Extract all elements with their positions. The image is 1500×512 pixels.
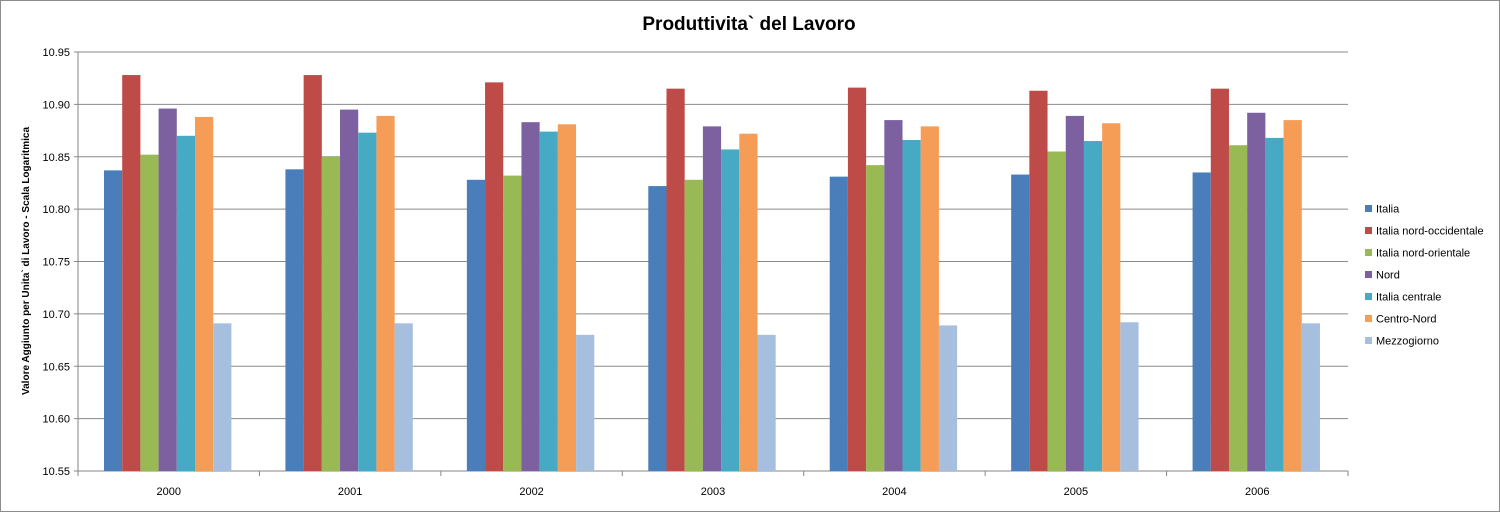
- bar-nord-2001: [340, 109, 359, 472]
- x-axis-labels: 2000 2001 2002 2003 2004 2005 2006: [156, 486, 1269, 498]
- bar-mezzogiorno-2005: [1120, 322, 1139, 471]
- bar-italia-2003: [648, 186, 667, 471]
- x-tick-label: 2004: [882, 486, 906, 498]
- legend-swatch: [1365, 315, 1372, 322]
- legend-label: Centro-Nord: [1376, 314, 1437, 326]
- bar-nord-2005: [1065, 115, 1084, 472]
- bar-centro-nord-2004: [920, 126, 939, 471]
- y-tick-label: 10.65: [42, 361, 70, 373]
- x-tick-label: 2002: [519, 486, 543, 498]
- bar-italia-nord-occidentale-2006: [1210, 88, 1229, 471]
- bar-italia-nord-occidentale-2002: [485, 82, 504, 471]
- bar-italia-nord-occidentale-2001: [303, 75, 322, 472]
- legend-item: Centro-Nord: [1365, 314, 1437, 326]
- legend-item: Nord: [1365, 270, 1400, 282]
- y-tick-label: 10.80: [42, 204, 70, 216]
- y-tick-label: 10.85: [42, 152, 70, 164]
- legend-item: Italia nord-occidentale: [1365, 226, 1484, 238]
- x-tick-label: 2001: [338, 486, 362, 498]
- bar-italia-nord-occidentale-2004: [847, 87, 867, 472]
- bar-italia-nord-orientale-2006: [1228, 145, 1248, 472]
- bar-centro-nord-2001: [376, 115, 395, 472]
- bar-italia-nord-occidentale-2003: [666, 88, 685, 471]
- x-tick-label: 2006: [1245, 486, 1269, 498]
- bar-italia-centrale-2002: [539, 131, 558, 472]
- legend-label: Italia centrale: [1376, 292, 1441, 304]
- bar-italia-2000: [104, 170, 123, 471]
- bar-italia-nord-orientale-2003: [684, 179, 703, 472]
- bar-mezzogiorno-2004: [938, 325, 958, 471]
- bar-italia-nord-orientale-2001: [321, 156, 341, 471]
- legend-swatch: [1365, 337, 1372, 344]
- chart-title: Produttivita` del Lavoro: [642, 14, 855, 35]
- bar-centro-nord-2005: [1102, 123, 1121, 471]
- legend-swatch: [1365, 271, 1372, 278]
- bar-italia-nord-occidentale-2005: [1029, 90, 1048, 471]
- bar-centro-nord-2003: [739, 133, 758, 471]
- bar-italia-centrale-2006: [1265, 137, 1284, 471]
- bar-nord-2006: [1247, 112, 1266, 471]
- bar-italia-centrale-2003: [721, 149, 740, 472]
- bar-centro-nord-2002: [557, 124, 577, 471]
- x-tick-label: 2005: [1064, 486, 1088, 498]
- y-tick-label: 10.70: [42, 309, 70, 321]
- y-tick-label: 10.60: [42, 414, 70, 426]
- bar-italia-2005: [1011, 174, 1030, 471]
- bar-italia-centrale-2004: [902, 139, 921, 472]
- bar-centro-nord-2006: [1283, 120, 1302, 472]
- legend: Italia Italia nord-occidentale Italia nord…: [1365, 204, 1484, 348]
- bars: [104, 75, 1320, 472]
- bar-italia-centrale-2000: [176, 135, 195, 472]
- bar-centro-nord-2000: [195, 116, 214, 471]
- y-tick-label: 10.55: [42, 466, 70, 478]
- bar-italia-nord-orientale-2002: [503, 175, 522, 472]
- x-tick-label: 2003: [701, 486, 725, 498]
- legend-swatch: [1365, 205, 1372, 212]
- bar-italia-centrale-2001: [358, 132, 377, 471]
- bar-italia-nord-orientale-2000: [140, 154, 159, 471]
- bar-nord-2000: [158, 108, 177, 471]
- bar-nord-2004: [884, 120, 903, 472]
- bar-mezzogiorno-2001: [394, 323, 413, 471]
- bar-nord-2002: [521, 122, 540, 472]
- bar-italia-2004: [829, 176, 848, 471]
- bar-italia-2006: [1192, 172, 1211, 471]
- bar-mezzogiorno-2006: [1301, 323, 1320, 471]
- bar-nord-2003: [702, 126, 722, 471]
- bar-italia-centrale-2005: [1083, 141, 1103, 471]
- bar-mezzogiorno-2002: [576, 334, 595, 471]
- y-tick-label: 10.90: [42, 99, 70, 111]
- legend-item: Italia nord-orientale: [1365, 248, 1470, 260]
- legend-label: Mezzogiorno: [1376, 336, 1439, 348]
- legend-label: Italia nord-orientale: [1376, 248, 1470, 260]
- x-tick-label: 2000: [156, 486, 180, 498]
- y-tick-label: 10.95: [42, 47, 70, 59]
- legend-item: Italia centrale: [1365, 292, 1441, 304]
- bar-italia-2001: [285, 169, 304, 471]
- bar-mezzogiorno-2003: [757, 334, 776, 471]
- legend-swatch: [1365, 227, 1372, 234]
- bar-italia-nord-orientale-2005: [1047, 151, 1066, 471]
- legend-label: Italia nord-occidentale: [1376, 226, 1484, 238]
- legend-label: Nord: [1376, 270, 1400, 282]
- bar-italia-nord-occidentale-2000: [122, 75, 141, 472]
- legend-item: Italia: [1365, 204, 1400, 216]
- legend-item: Mezzogiorno: [1365, 336, 1439, 348]
- y-axis-ticks: 10.55 10.60 10.65 10.70 10.75 10.80 10.85 10.90…: [42, 47, 70, 478]
- y-axis-label: Valore Aggiunto per Unita` di Lavoro - S…: [21, 127, 32, 395]
- legend-swatch: [1365, 249, 1372, 256]
- y-tick-label: 10.75: [42, 257, 70, 269]
- bar-mezzogiorno-2000: [213, 323, 232, 471]
- legend-label: Italia: [1376, 204, 1400, 216]
- legend-swatch: [1365, 293, 1372, 300]
- bar-italia-nord-orientale-2004: [866, 165, 885, 471]
- bar-italia-2002: [466, 179, 486, 472]
